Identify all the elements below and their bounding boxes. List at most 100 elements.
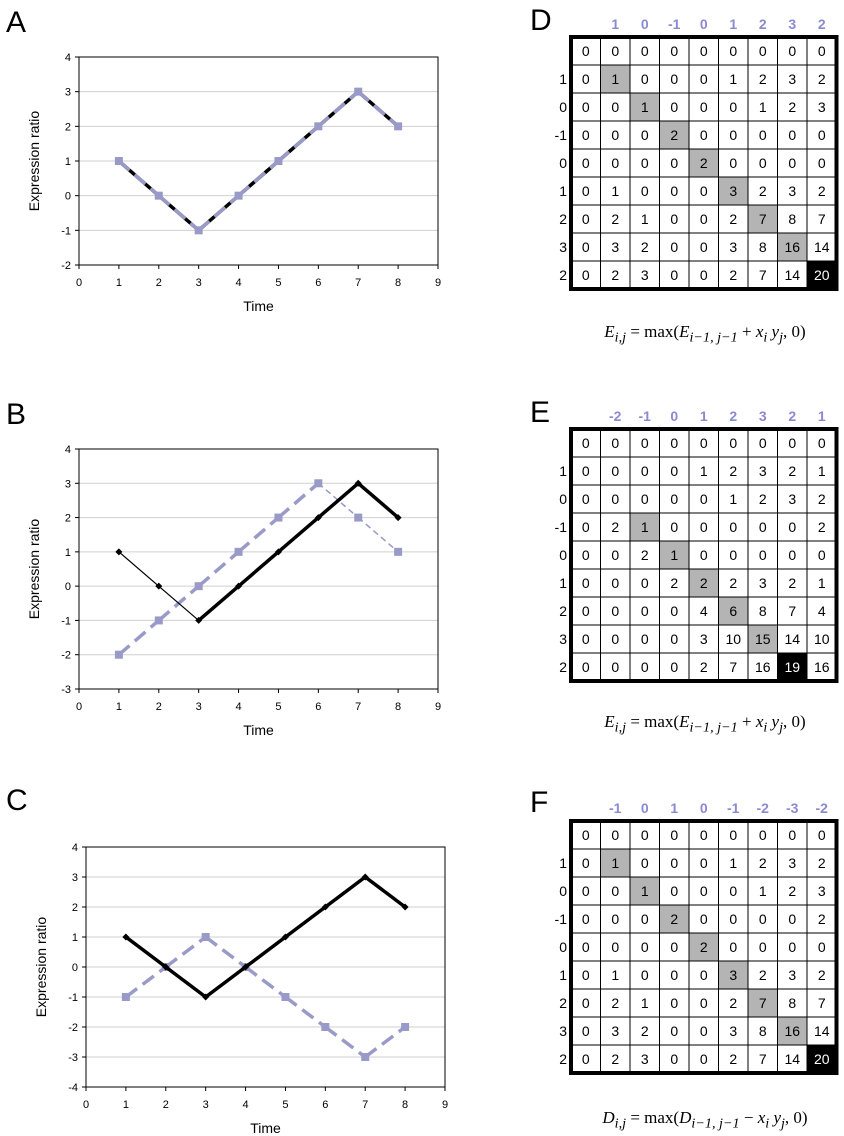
matrix-cell-value: 0 [582, 491, 590, 507]
matrix-cell-value: 2 [788, 883, 796, 899]
series-primary-marker [115, 548, 123, 556]
matrix-cell-value: 14 [784, 1051, 800, 1067]
matrix-cell [718, 36, 749, 66]
matrix-cell-value: 0 [582, 183, 590, 199]
series-primary-marker [122, 933, 130, 941]
matrix-cell [688, 176, 719, 206]
matrix-cell [777, 1016, 808, 1046]
matrix-cell [688, 148, 719, 178]
matrix-cell [806, 64, 837, 94]
line-chart-c: -4 -3 -2 -1 0 1 2 3 4 0 1 2 3 4 5 6 7 8 9 Time Expression ra… [33, 842, 448, 1136]
matrix-cell-value: 0 [670, 491, 678, 507]
matrix-cell-value: 0 [818, 547, 826, 563]
series-primary-segment [317, 481, 360, 519]
column-header-value: -1 [609, 800, 622, 816]
series-secondary-marker [354, 513, 363, 522]
matrix-cell [600, 456, 631, 486]
matrix-cell-value: 3 [818, 883, 826, 899]
series-secondary-marker [194, 582, 203, 591]
matrix-cell-value: 0 [641, 491, 649, 507]
series-primary-marker [361, 873, 369, 881]
matrix-cell-value: 0 [670, 827, 678, 843]
matrix-cell [747, 232, 778, 262]
matrix-cell-value: 0 [670, 267, 678, 283]
matrix-cell-value: 0 [611, 883, 619, 899]
row-header-value: -1 [555, 911, 568, 927]
matrix-cell [629, 848, 660, 878]
series-secondary-marker [321, 1023, 330, 1031]
matrix-cell-value: 0 [729, 155, 737, 171]
matrix-cell [688, 988, 719, 1018]
x-tick-label: 9 [435, 277, 441, 289]
matrix-cell-value: 0 [759, 519, 767, 535]
series-primary-segment [164, 965, 207, 999]
column-header-value: -1 [639, 408, 652, 424]
matrix-cell-value: 0 [759, 939, 767, 955]
series-primary-marker [354, 479, 362, 487]
matrix-cell-value: 0 [641, 71, 649, 87]
matrix-cell-value: 2 [729, 211, 737, 227]
y-axis-title: Expression ratio [33, 917, 49, 1018]
matrix-cell-value: 0 [641, 127, 649, 143]
matrix-cell-value: 2 [788, 99, 796, 115]
panel-letter-f: F [530, 786, 549, 819]
matrix-cell-value: 2 [670, 127, 678, 143]
matrix-cell-value: 0 [788, 939, 796, 955]
matrix-cell [747, 596, 778, 626]
matrix-cell-value: 1 [641, 99, 649, 115]
y-tick-label: -1 [61, 225, 71, 237]
matrix-cell-value: 3 [759, 575, 767, 591]
matrix-cell-value: 19 [784, 659, 800, 675]
matrix-cell-value: 0 [641, 911, 649, 927]
matrix-cell-value: 0 [700, 1023, 708, 1039]
matrix-cell-value: 1 [611, 967, 619, 983]
series-secondary-segment [124, 965, 167, 999]
matrix-cell [718, 260, 749, 290]
matrix-cell [629, 92, 660, 122]
matrix-cell-value: 0 [670, 855, 678, 871]
matrix-cell [659, 848, 690, 878]
y-tick-label: -3 [61, 684, 71, 696]
matrix-cell [659, 932, 690, 962]
x-tick-label: 7 [355, 701, 361, 713]
y-tick-label: 3 [65, 478, 71, 490]
series-primary-segment [124, 935, 167, 969]
series-secondary-segment [237, 159, 280, 197]
column-header-value: 1 [729, 16, 737, 32]
matrix-cell-value: 1 [729, 491, 737, 507]
matrix-cell-value: 0 [641, 575, 649, 591]
series-secondary-marker [114, 650, 123, 659]
matrix-cell [600, 848, 631, 878]
matrix-cell [629, 232, 660, 262]
matrix-cell [600, 120, 631, 150]
recurrence-formula-d: Ei,j = max(Ei−1, j−1 + xi yj, 0) [604, 322, 806, 346]
series-primary-segment [237, 550, 280, 588]
matrix-cell-value: 0 [611, 463, 619, 479]
matrix-cell-value: 2 [641, 239, 649, 255]
series-secondary-marker [121, 993, 130, 1001]
matrix-cell [777, 540, 808, 570]
matrix-cell-value: 0 [700, 211, 708, 227]
matrix-cell [629, 932, 660, 962]
matrix-cell [806, 848, 837, 878]
series-secondary-marker [274, 157, 283, 165]
matrix-cell-value: 0 [582, 603, 590, 619]
matrix-cell [570, 848, 601, 878]
matrix-cell [718, 484, 749, 514]
column-header-value: 0 [700, 16, 708, 32]
matrix-cell-value: 0 [582, 547, 590, 563]
x-tick-label: 7 [362, 1099, 368, 1111]
row-header-value: 2 [559, 995, 567, 1011]
x-tick-label: 8 [395, 701, 401, 713]
matrix-cell-value: 4 [818, 603, 826, 619]
matrix-cell [688, 64, 719, 94]
matrix-cell-value: 0 [700, 855, 708, 871]
matrix-cell-value: 2 [611, 519, 619, 535]
x-tick-label: 9 [435, 701, 441, 713]
matrix-cell-value: 0 [582, 995, 590, 1011]
matrix-cell [570, 176, 601, 206]
matrix-cell-value: 0 [729, 43, 737, 59]
series-primary-marker [235, 582, 243, 590]
